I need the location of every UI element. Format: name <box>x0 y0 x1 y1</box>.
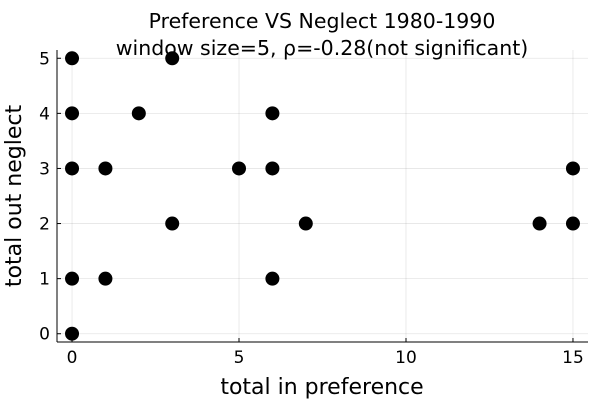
y-ticks: 0 1 2 3 4 5 <box>39 49 61 345</box>
scatter-point <box>131 106 146 121</box>
scatter-point <box>298 216 313 231</box>
scatter-point <box>65 106 80 121</box>
scatter-point <box>65 51 80 66</box>
scatter-point <box>565 161 580 176</box>
x-axis-label: total in preference <box>220 375 423 400</box>
scatter-point <box>265 161 280 176</box>
x-tick-label: 10 <box>395 348 417 368</box>
scatter-point <box>98 161 113 176</box>
scatter-point <box>165 216 180 231</box>
y-tick-label: 0 <box>39 325 50 345</box>
x-tick-label: 0 <box>67 348 78 368</box>
y-axis-label: total out neglect <box>2 105 27 288</box>
scatter-point <box>565 216 580 231</box>
chart-subtitle: window size=5, ρ=-0.28(not significant) <box>116 36 528 60</box>
x-tick-label: 15 <box>562 348 584 368</box>
y-tick-label: 3 <box>39 159 50 179</box>
scatter-point <box>98 271 113 286</box>
scatter-point <box>265 271 280 286</box>
y-tick-label: 2 <box>39 215 50 235</box>
scatter-point <box>265 106 280 121</box>
data-points <box>65 51 580 341</box>
y-tick-label: 1 <box>39 270 50 290</box>
scatter-point <box>165 51 180 66</box>
chart-title: Preference VS Neglect 1980-1990 <box>149 9 496 33</box>
scatter-point <box>532 216 547 231</box>
plot-frame <box>56 50 588 343</box>
x-tick-label: 5 <box>234 348 245 368</box>
y-tick-label: 5 <box>39 49 50 69</box>
scatter-point <box>65 271 80 286</box>
grid <box>57 50 588 342</box>
y-tick-label: 4 <box>39 104 50 124</box>
scatter-point <box>232 161 247 176</box>
scatter-point <box>65 326 80 341</box>
scatter-point <box>65 161 80 176</box>
